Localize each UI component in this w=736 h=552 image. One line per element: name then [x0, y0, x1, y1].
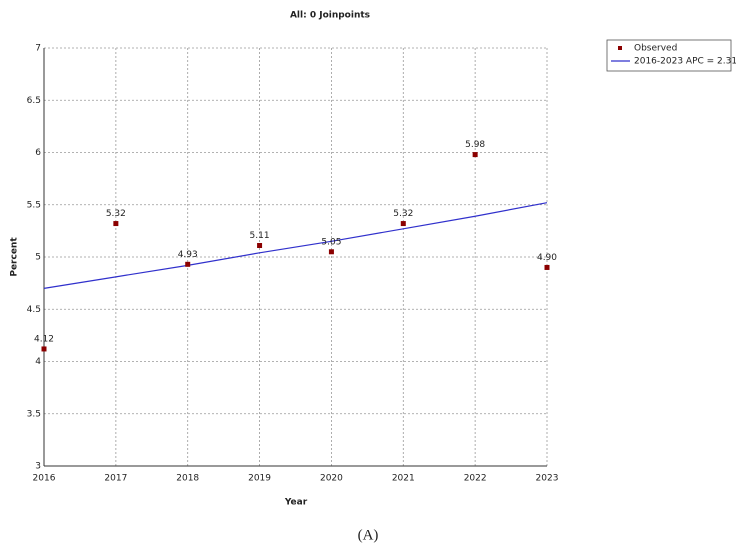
data-label: 4.90 [537, 253, 557, 263]
data-label: 4.93 [178, 250, 198, 260]
legend-box [606, 39, 732, 72]
data-label: 5.32 [393, 209, 413, 219]
point [113, 221, 119, 227]
y-tick-label: 3 [35, 462, 41, 472]
x-tick-label: 2019 [248, 474, 271, 484]
x-tick-label: 2018 [176, 474, 199, 484]
x-axis-label: Year [284, 498, 308, 508]
y-axis-label: Percent [10, 237, 20, 277]
legend-label: Observed [634, 44, 677, 54]
data-label: 4.12 [34, 334, 54, 344]
y-tick-label: 4 [35, 357, 41, 367]
point [257, 243, 263, 249]
x-tick-label: 2017 [104, 474, 127, 484]
chart-title: All: 0 Joinpoints [290, 11, 370, 21]
legend-marker [618, 46, 622, 50]
y-tick-label: 5 [35, 253, 41, 263]
point [544, 264, 550, 270]
fit-line [43, 202, 548, 289]
x-tick-label: 2016 [33, 474, 56, 484]
point [328, 249, 334, 255]
point [185, 261, 191, 267]
y-tick-label: 5.5 [27, 200, 41, 210]
y-tick-label: 7 [35, 44, 41, 54]
caption: (A) [358, 527, 379, 543]
y-tick-label: 4.5 [27, 305, 41, 315]
x-tick-label: 2022 [464, 474, 487, 484]
y-tick-label: 6 [35, 148, 41, 158]
x-tick-label: 2021 [392, 474, 415, 484]
data-label: 5.11 [250, 231, 270, 241]
legend-label: 2016-2023 APC = 2.31 [634, 57, 736, 67]
y-tick-label: 6.5 [27, 96, 41, 106]
data-label: 5.32 [106, 209, 126, 219]
point [400, 221, 406, 227]
x-tick-label: 2020 [320, 474, 343, 484]
point [41, 346, 47, 352]
point [472, 152, 478, 158]
y-tick-label: 3.5 [27, 409, 41, 419]
data-label: 5.05 [321, 237, 341, 247]
data-label: 5.98 [465, 140, 485, 150]
x-tick-label: 2023 [536, 474, 559, 484]
